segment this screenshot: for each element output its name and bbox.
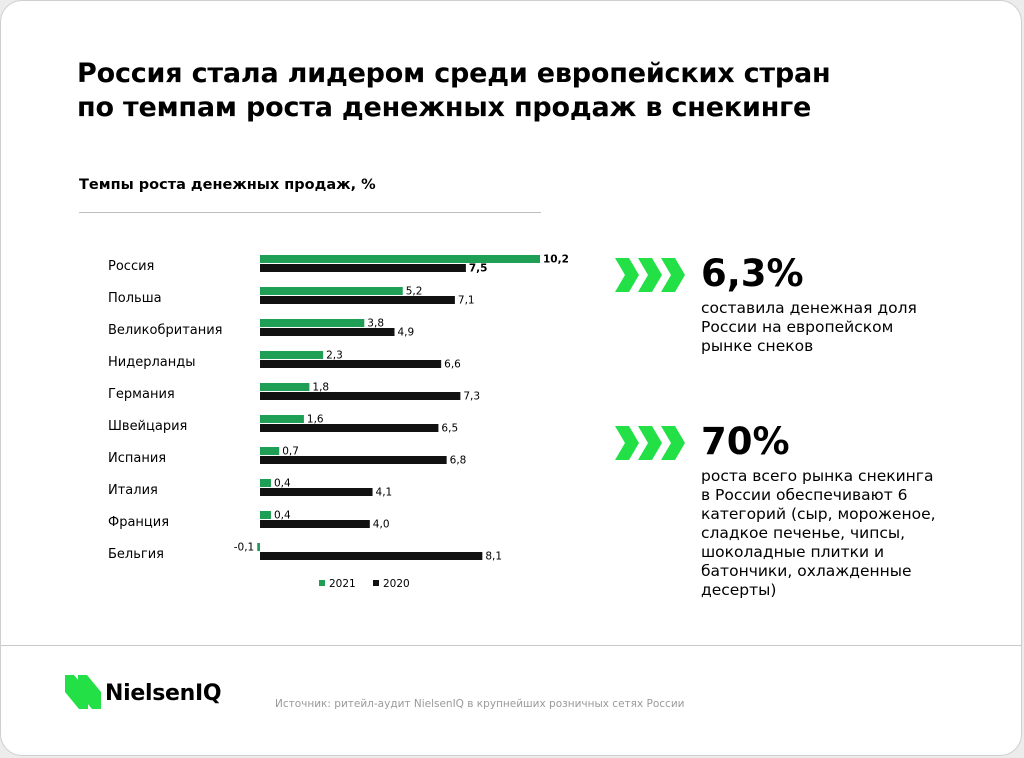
category-label: Великобритания	[108, 323, 223, 338]
data-label: 2,3	[326, 350, 343, 362]
bar-2020	[260, 488, 373, 496]
bar-2020	[260, 552, 483, 560]
bar-2020	[260, 328, 395, 336]
kpi-description: роста всего рынка снекинга в России обес…	[701, 467, 991, 600]
kpi-line: роста всего рынка снекинга	[701, 467, 934, 485]
bar-2021	[260, 479, 271, 487]
bar-2020	[260, 264, 466, 272]
data-label: 1,6	[307, 414, 324, 426]
data-label: 7,1	[458, 295, 475, 307]
data-label: 0,7	[282, 446, 299, 458]
data-label: 4,0	[373, 519, 390, 531]
data-label: 7,3	[463, 391, 480, 403]
bar-2020	[260, 456, 447, 464]
data-label: 5,2	[406, 286, 423, 298]
nielseniq-logo: NielsenIQ	[65, 675, 222, 713]
data-label: 6,6	[444, 359, 461, 371]
bar-2021	[260, 319, 365, 327]
nielseniq-logo-icon	[65, 675, 101, 709]
data-label: 3,8	[367, 318, 384, 330]
data-label: -0,1	[234, 542, 255, 554]
bar-2021	[260, 383, 310, 391]
legend-swatch-2021	[319, 580, 325, 586]
bar-2021	[260, 255, 540, 263]
kpi-line: десерты)	[701, 581, 777, 599]
title-line-2: по темпам роста денежных продаж в снекин…	[77, 92, 812, 123]
bar-2020	[260, 520, 370, 528]
data-label: 4,1	[376, 487, 393, 499]
data-label: 6,5	[441, 423, 458, 435]
kpi-line: батончики, охлажденные	[701, 562, 912, 580]
kpi-line: составила денежная доля	[701, 299, 917, 317]
category-label: Франция	[108, 515, 169, 530]
bar-2021	[260, 511, 271, 519]
data-label: 7,5	[469, 263, 488, 275]
chart-title-divider	[79, 212, 541, 213]
bar-chart: Россия 10,2 7,5 Польша 5,2 7,1 Великобритания 3…	[108, 254, 569, 591]
kpi-line: сладкое печенье, чипсы,	[701, 524, 906, 542]
source-note: Источник: ритейл-аудит NielsenIQ в крупн…	[275, 698, 685, 710]
bar-2021	[260, 415, 304, 423]
category-label: Польша	[108, 291, 162, 306]
category-label: Швейцария	[108, 419, 187, 434]
category-label: Германия	[108, 387, 175, 402]
title-line-1: Россия стала лидером среди европейских с…	[77, 58, 831, 89]
category-label: Россия	[108, 259, 154, 274]
kpi-line: рынке снеков	[701, 337, 814, 355]
kpi-line: шоколадные плитки и	[701, 543, 885, 561]
page-title: Россия стала лидером среди европейских с…	[77, 57, 977, 125]
kpi-value: 70%	[701, 420, 790, 463]
data-label: 0,4	[274, 510, 291, 522]
data-label: 1,8	[312, 382, 329, 394]
bar-2020	[260, 424, 439, 432]
bar-2021	[260, 447, 280, 455]
category-label: Испания	[108, 451, 166, 466]
triple-chevron-icon	[615, 426, 685, 460]
kpi-line: России на европейском	[701, 318, 894, 336]
bar-2020	[260, 296, 455, 304]
bar-2021	[257, 543, 260, 551]
bar-2020	[260, 392, 461, 400]
legend-swatch-2020	[373, 580, 379, 586]
category-label: Бельгия	[108, 547, 164, 562]
data-label: 4,9	[398, 327, 415, 339]
data-label: 0,4	[274, 478, 291, 490]
bar-2021	[260, 287, 403, 295]
bar-2021	[260, 351, 324, 359]
kpi-line: категорий (сыр, мороженое,	[701, 505, 936, 523]
legend-label: 2021	[329, 578, 356, 590]
kpi-description: составила денежная доля России на европе…	[701, 299, 991, 356]
triple-chevron-icon	[615, 258, 685, 292]
brand-name: NielsenIQ	[105, 681, 222, 706]
bar-2020	[260, 360, 442, 368]
category-label: Нидерланды	[108, 355, 196, 370]
data-label: 10,2	[543, 254, 569, 266]
data-label: 6,8	[450, 455, 467, 467]
kpi-value: 6,3%	[701, 252, 804, 295]
kpi-line: в России обеспечивают 6	[701, 486, 908, 504]
category-label: Италия	[108, 483, 158, 498]
footer-divider	[1, 645, 1021, 646]
data-label: 8,1	[485, 551, 502, 563]
legend-label: 2020	[383, 578, 410, 590]
chart-title: Темпы роста денежных продаж, %	[79, 177, 376, 193]
